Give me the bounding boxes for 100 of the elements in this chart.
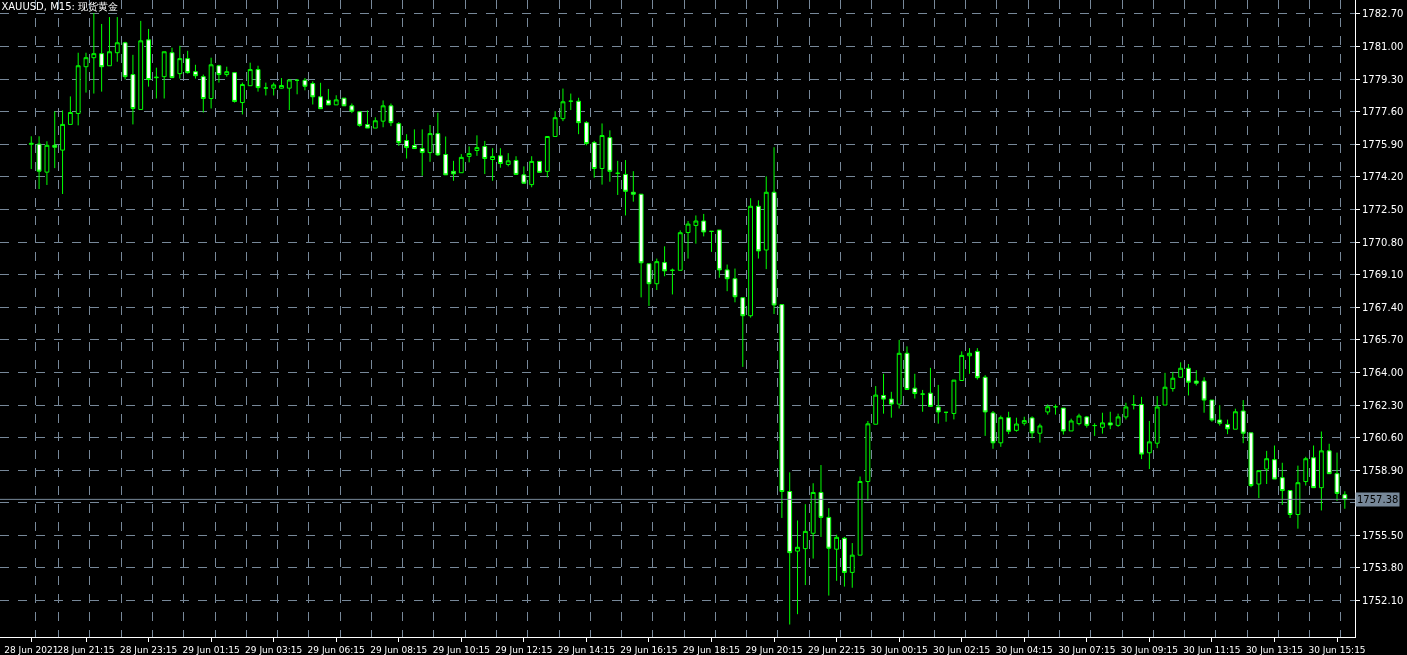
candlestick bbox=[130, 54, 136, 125]
candlestick bbox=[271, 82, 277, 96]
candlestick bbox=[349, 103, 355, 114]
candlestick bbox=[724, 264, 730, 292]
x-tick-label: 29 Jun 06:15 bbox=[307, 644, 365, 655]
candlestick bbox=[1014, 417, 1019, 433]
candlestick bbox=[169, 47, 175, 79]
candlestick bbox=[1264, 450, 1270, 485]
candlestick bbox=[1186, 363, 1191, 396]
candlestick bbox=[52, 110, 58, 169]
x-tick-label: 29 Jun 22:15 bbox=[808, 644, 866, 655]
candlestick bbox=[662, 245, 668, 277]
candlestick bbox=[294, 78, 300, 95]
x-tick-label: 29 Jun 12:15 bbox=[495, 644, 553, 655]
y-tick-label: 1781.00 bbox=[1362, 41, 1404, 53]
y-tick-label: 1782.70 bbox=[1362, 8, 1404, 20]
candlestick bbox=[404, 133, 409, 160]
candlestick bbox=[505, 152, 511, 167]
candlestick bbox=[740, 297, 746, 368]
y-tick-label: 1762.30 bbox=[1362, 399, 1404, 411]
x-tick-label: 29 Jun 16:15 bbox=[620, 644, 678, 655]
candlestick bbox=[318, 82, 323, 110]
candlestick bbox=[490, 147, 495, 182]
candlestick bbox=[521, 165, 527, 184]
candlestick bbox=[928, 367, 933, 407]
candlestick bbox=[873, 385, 879, 425]
x-tick-label: 28 Jun 21:15 bbox=[57, 644, 115, 655]
candlestick bbox=[83, 52, 89, 94]
candlestick bbox=[1279, 462, 1285, 506]
x-tick-label: 29 Jun 10:15 bbox=[432, 644, 490, 655]
candlestick bbox=[623, 159, 628, 216]
y-tick-label: 1774.20 bbox=[1362, 171, 1404, 183]
candlestick bbox=[60, 109, 65, 195]
candlestick bbox=[153, 67, 159, 100]
candlestick bbox=[224, 66, 230, 78]
candlestick bbox=[630, 170, 636, 203]
candlestick bbox=[584, 120, 589, 146]
x-tick-label: 30 Jun 04:15 bbox=[995, 644, 1053, 655]
y-tick-label: 1770.80 bbox=[1362, 236, 1404, 248]
candlestick bbox=[138, 20, 144, 110]
candlestick bbox=[216, 64, 222, 84]
y-tick-label: 1765.70 bbox=[1362, 334, 1404, 346]
candlestick bbox=[482, 140, 488, 175]
candlestick bbox=[1084, 415, 1090, 429]
candlestick bbox=[1334, 452, 1340, 502]
candlestick bbox=[959, 350, 965, 382]
candlestick bbox=[1272, 445, 1277, 480]
candlestick bbox=[654, 258, 660, 291]
candlestick bbox=[818, 464, 824, 538]
candlestick bbox=[748, 197, 754, 319]
candlestick bbox=[810, 482, 816, 560]
candlestick bbox=[709, 230, 714, 253]
candlestick bbox=[756, 199, 761, 260]
candlestick bbox=[896, 339, 902, 409]
candlestick bbox=[302, 77, 308, 91]
candlestick bbox=[967, 347, 972, 375]
candlestick bbox=[998, 415, 1004, 448]
candlestick bbox=[982, 374, 988, 437]
candlestick bbox=[279, 77, 284, 89]
candlestick bbox=[1115, 413, 1121, 428]
candlestick bbox=[474, 134, 480, 157]
candlestick bbox=[576, 97, 582, 135]
y-tick-label: 1777.60 bbox=[1362, 106, 1404, 118]
candlestick bbox=[208, 57, 214, 109]
x-tick-label: 30 Jun 11:15 bbox=[1183, 644, 1241, 655]
y-tick-label: 1755.50 bbox=[1362, 529, 1404, 541]
x-tick-label: 30 Jun 15:15 bbox=[1308, 644, 1366, 655]
candlestick bbox=[943, 411, 949, 423]
y-tick-label: 1752.10 bbox=[1362, 595, 1404, 607]
candlestick bbox=[1107, 411, 1113, 430]
candlestick bbox=[239, 82, 245, 115]
candlestick bbox=[325, 88, 331, 106]
candlestick bbox=[560, 88, 566, 122]
candlestick bbox=[904, 345, 910, 391]
candlestick bbox=[513, 155, 519, 175]
candlestick bbox=[1131, 394, 1137, 410]
x-tick-label: 29 Jun 20:15 bbox=[745, 644, 803, 655]
candlestick bbox=[537, 160, 542, 173]
candlestick bbox=[693, 214, 699, 245]
candlestick bbox=[255, 65, 261, 93]
y-tick-label: 1772.50 bbox=[1362, 204, 1404, 216]
candlestick bbox=[1326, 443, 1332, 475]
y-tick-label: 1767.40 bbox=[1362, 301, 1404, 313]
candlestick bbox=[701, 213, 707, 237]
candlestick bbox=[552, 110, 558, 137]
candlestick bbox=[443, 135, 449, 176]
y-tick-label: 1753.80 bbox=[1362, 562, 1404, 574]
x-tick-label: 28 Jun 2021 bbox=[4, 644, 59, 655]
candlestick bbox=[1311, 445, 1316, 489]
candlestick bbox=[451, 160, 456, 182]
candlestick bbox=[1170, 371, 1176, 393]
candlestick bbox=[232, 72, 237, 104]
candlestick bbox=[107, 16, 112, 67]
candlestick bbox=[599, 122, 605, 186]
candlestick bbox=[310, 80, 316, 105]
candlestick bbox=[779, 304, 785, 519]
candlestick bbox=[974, 347, 980, 381]
candlestick bbox=[1068, 418, 1074, 432]
x-tick-label: 30 Jun 13:15 bbox=[1245, 644, 1304, 655]
candlestick bbox=[185, 50, 191, 75]
